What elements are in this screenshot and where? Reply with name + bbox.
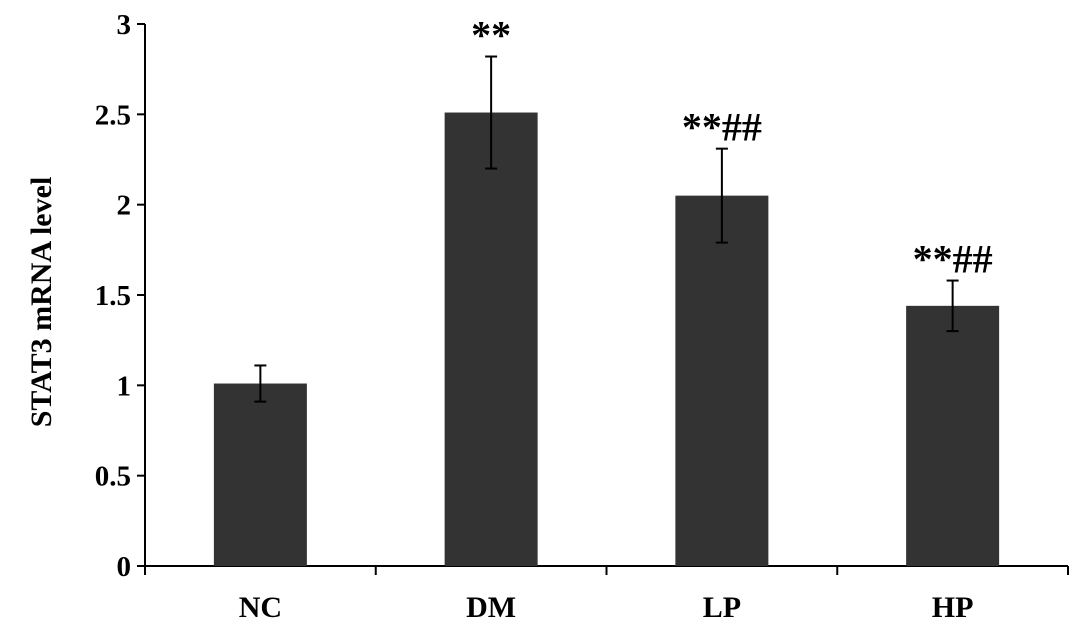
bar-hp bbox=[906, 305, 1000, 566]
error-bar-nc bbox=[254, 364, 267, 403]
x-axis: NC DM LP HP bbox=[144, 565, 1069, 624]
error-bar-dm bbox=[485, 55, 498, 170]
y-axis-label: STAT3 mRNA level bbox=[25, 176, 58, 428]
y-tick-label: 3 bbox=[117, 9, 132, 41]
significance-label: ** bbox=[471, 13, 511, 58]
error-bar-hp bbox=[946, 279, 959, 333]
y-tick-label: 2 bbox=[117, 190, 132, 222]
error-bar-lp bbox=[715, 147, 728, 244]
y-tick-label: 2.5 bbox=[95, 99, 131, 131]
y-tick-label: 1 bbox=[117, 370, 132, 402]
significance-label: **## bbox=[913, 237, 993, 282]
bar-lp bbox=[675, 195, 769, 566]
y-tick-label: 0.5 bbox=[95, 461, 131, 493]
y-axis: 0 0.5 1 1.5 2 2.5 3 bbox=[95, 9, 146, 583]
bar-dm bbox=[444, 112, 538, 566]
x-tick-label: LP bbox=[703, 591, 741, 624]
x-tick-label: HP bbox=[932, 591, 974, 624]
significance-label: **## bbox=[682, 105, 762, 150]
x-tick-label: DM bbox=[466, 591, 516, 624]
x-tick-label: NC bbox=[239, 591, 282, 624]
bars: ** **## **## bbox=[213, 13, 1000, 566]
y-tick-label: 0 bbox=[117, 551, 132, 583]
bar-nc bbox=[213, 383, 307, 566]
y-tick-label: 1.5 bbox=[95, 280, 131, 312]
